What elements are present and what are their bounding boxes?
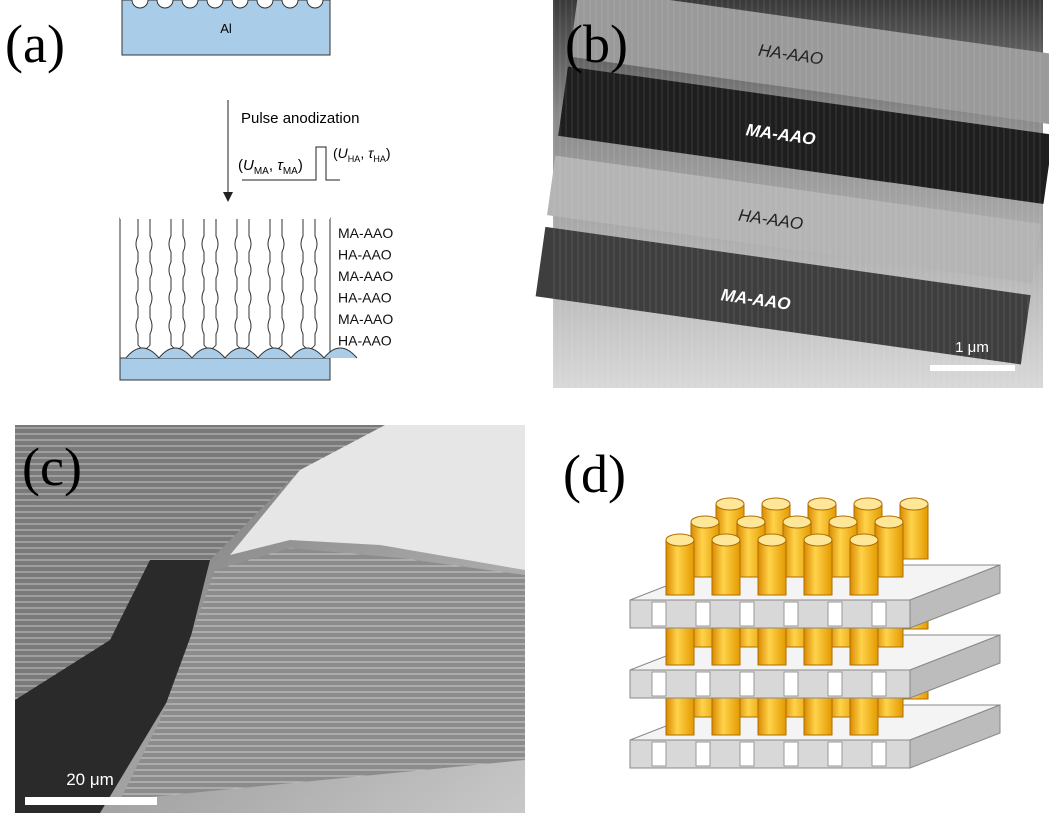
- subscript: MA: [254, 166, 269, 177]
- slab-gap: [652, 602, 666, 626]
- slab-front: [630, 600, 910, 628]
- slab-gap: [872, 742, 886, 766]
- sep: ,: [360, 145, 368, 161]
- symbol: U: [243, 157, 254, 174]
- cylinder: [666, 540, 694, 595]
- layer-label: MA-AAO: [338, 225, 393, 241]
- cylinder-top: [666, 534, 694, 546]
- cylinder-top: [854, 498, 882, 510]
- layer-label: HA-AAO: [338, 333, 392, 349]
- cylinder-top: [875, 516, 903, 528]
- cylinder-top: [758, 534, 786, 546]
- scale-label: 20 μm: [66, 770, 114, 789]
- panel-label: (c): [22, 437, 82, 497]
- paren: ): [386, 145, 391, 161]
- cylinder: [875, 522, 903, 577]
- cylinder: [712, 540, 740, 595]
- slab-front: [630, 670, 910, 698]
- pore: [202, 218, 218, 349]
- cylinder-top: [783, 516, 811, 528]
- scale-label: 1 μm: [955, 339, 989, 356]
- cylinder-top: [716, 498, 744, 510]
- pore: [235, 218, 251, 349]
- cylinder-top: [762, 498, 790, 510]
- pore: [268, 218, 284, 349]
- slab-gap: [828, 672, 842, 696]
- panel-d: [630, 498, 1000, 768]
- sep: ,: [269, 157, 277, 174]
- slab-gap: [652, 742, 666, 766]
- slab-gap: [740, 742, 754, 766]
- slab-gap: [696, 672, 710, 696]
- process-label: Pulse anodization: [241, 110, 359, 127]
- slab-gap: [740, 602, 754, 626]
- pore: [136, 218, 152, 349]
- cylinder-top: [900, 498, 928, 510]
- slab-gap: [828, 602, 842, 626]
- subscript: HA: [373, 154, 386, 164]
- scale-bar: [25, 797, 157, 805]
- cylinder: [758, 540, 786, 595]
- cylinder-top: [829, 516, 857, 528]
- slab-gap: [872, 602, 886, 626]
- panel-a: Al Pulse anodization (UMA, τMA) (UHA, τH…: [120, 0, 393, 380]
- pore: [169, 218, 185, 349]
- panel-label: (b): [565, 14, 628, 74]
- panel-label: (a): [5, 14, 65, 74]
- slab-gap: [740, 672, 754, 696]
- slab-gap: [872, 672, 886, 696]
- slab-gap: [784, 672, 798, 696]
- cylinder-top: [691, 516, 719, 528]
- panel-c: 20 μm: [15, 425, 525, 813]
- al-base: [120, 358, 330, 380]
- layer-label: HA-AAO: [338, 290, 392, 306]
- slab-front: [630, 740, 910, 768]
- layer-label: MA-AAO: [338, 311, 393, 327]
- slab-gap: [828, 742, 842, 766]
- cylinder-top: [808, 498, 836, 510]
- paren: ): [298, 157, 303, 174]
- cylinder: [850, 540, 878, 595]
- substrate-label: Al: [220, 21, 232, 36]
- subscript: MA: [283, 166, 298, 177]
- pulse-ma: (UMA, τMA): [238, 157, 303, 177]
- slab-gap: [696, 742, 710, 766]
- cylinder-top: [712, 534, 740, 546]
- slab-gap: [784, 602, 798, 626]
- layer-label: MA-AAO: [338, 268, 393, 284]
- pore: [301, 218, 317, 349]
- cylinder-top: [737, 516, 765, 528]
- figure: Al Pulse anodization (UMA, τMA) (UHA, τH…: [0, 0, 1049, 818]
- pulse-ha: (UHA, τHA): [333, 145, 391, 164]
- cylinder-top: [850, 534, 878, 546]
- slab-gap: [652, 672, 666, 696]
- scale-bar: [930, 365, 1015, 371]
- panel-label: (d): [563, 444, 626, 504]
- cylinder: [900, 504, 928, 559]
- cylinder: [804, 540, 832, 595]
- layer-label: HA-AAO: [338, 247, 392, 263]
- subscript: HA: [348, 154, 361, 164]
- cylinder-top: [804, 534, 832, 546]
- arrow-head: [223, 192, 233, 202]
- slab-gap: [784, 742, 798, 766]
- slab-gap: [696, 602, 710, 626]
